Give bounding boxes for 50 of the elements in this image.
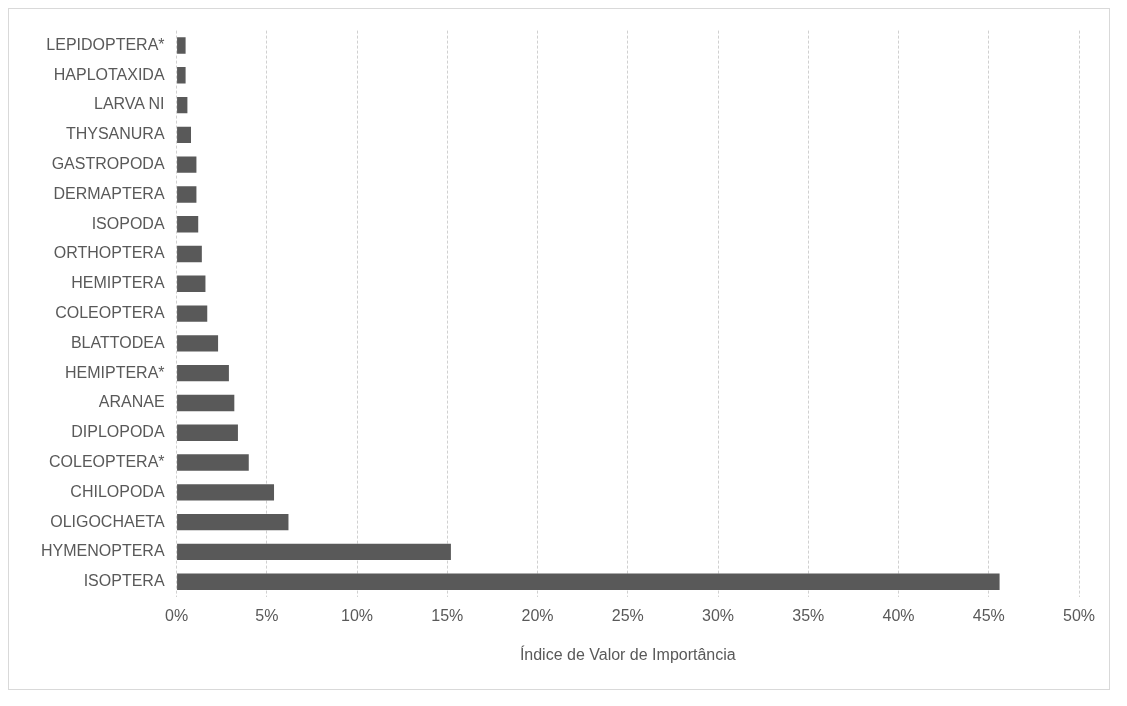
bar [177,335,219,352]
bar [177,543,451,561]
y-tick-label: ISOPODA [91,214,165,232]
y-tick-label: HAPLOTAXIDA [53,65,165,83]
x-tick-label: 15% [431,606,464,624]
bar [177,424,238,441]
y-tick-label: GASTROPODA [51,155,165,173]
y-tick-label: HEMIPTERA [71,274,165,292]
bar [177,573,1000,590]
y-tick-label: HYMENOPTERA [40,542,165,560]
bar [177,454,249,471]
x-tick-label: 25% [611,606,644,624]
y-tick-label: LARVA NI [94,95,165,113]
y-tick-label: THYSANURA [65,125,165,143]
x-tick-label: 0% [165,606,189,624]
x-tick-label: 30% [702,606,735,624]
x-axis-title: Índice de Valor de Importância [519,644,736,663]
bar [177,305,208,322]
x-tick-label: 35% [792,606,825,624]
y-tick-label: ORTHOPTERA [53,244,165,262]
x-tick-label: 50% [1062,606,1096,624]
bar [177,484,275,501]
bar [177,245,202,263]
bar [177,37,186,54]
bar [177,513,289,531]
y-tick-label: DIPLOPODA [71,423,165,441]
x-tick-label: 40% [882,606,915,624]
y-tick-label: COLEOPTERA* [48,452,165,470]
bar [177,96,188,114]
bar [177,364,229,382]
bar [177,275,206,292]
y-tick-label: CHILOPODA [70,482,165,500]
y-tick-label: HEMIPTERA* [64,363,165,381]
y-tick-label: ISOPTERA [83,572,165,590]
x-tick-label: 5% [255,606,279,624]
y-tick-label: COLEOPTERA [55,304,165,322]
bar [177,394,235,412]
bar [177,156,197,173]
y-tick-label: LEPIDOPTERA* [46,35,165,53]
bar [177,67,186,84]
bar [177,126,192,144]
y-tick-label: OLIGOCHAETA [50,512,165,530]
x-tick-label: 10% [341,606,374,624]
x-tick-label: 20% [521,606,554,624]
y-tick-label: ARANAE [98,393,165,411]
y-tick-label: BLATTODEA [70,333,165,351]
bar [177,186,197,203]
y-tick-label: DERMAPTERA [53,184,165,202]
bar [177,216,199,233]
x-tick-label: 45% [972,606,1005,624]
